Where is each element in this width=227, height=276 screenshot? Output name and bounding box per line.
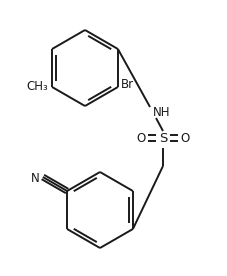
Text: O: O [180,131,189,145]
Text: N: N [31,172,40,185]
Text: Br: Br [120,78,133,92]
Text: S: S [158,131,166,145]
Text: O: O [136,131,145,145]
Text: CH₃: CH₃ [26,81,48,94]
Text: NH: NH [152,105,170,118]
